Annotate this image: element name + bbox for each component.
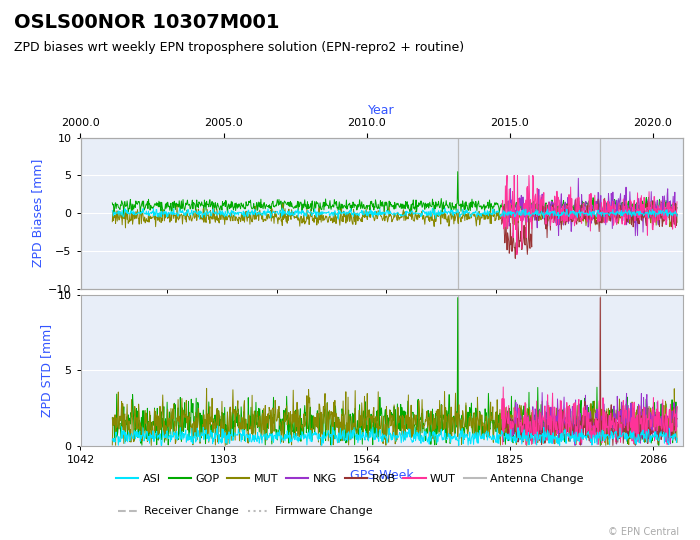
Text: OSLS00NOR 10307M001: OSLS00NOR 10307M001 bbox=[14, 14, 279, 32]
Legend: Receiver Change, Firmware Change: Receiver Change, Firmware Change bbox=[113, 502, 377, 521]
Y-axis label: ZPD STD [mm]: ZPD STD [mm] bbox=[41, 323, 53, 417]
Legend: ASI, GOP, MUT, NKG, ROB, WUT, Antenna Change: ASI, GOP, MUT, NKG, ROB, WUT, Antenna Ch… bbox=[112, 470, 588, 489]
X-axis label: Year: Year bbox=[368, 104, 395, 117]
X-axis label: GPS Week: GPS Week bbox=[350, 469, 413, 482]
Y-axis label: ZPD Biases [mm]: ZPD Biases [mm] bbox=[31, 159, 44, 267]
Text: © EPN Central: © EPN Central bbox=[608, 527, 679, 537]
Text: ZPD biases wrt weekly EPN troposphere solution (EPN-repro2 + routine): ZPD biases wrt weekly EPN troposphere so… bbox=[14, 40, 464, 53]
